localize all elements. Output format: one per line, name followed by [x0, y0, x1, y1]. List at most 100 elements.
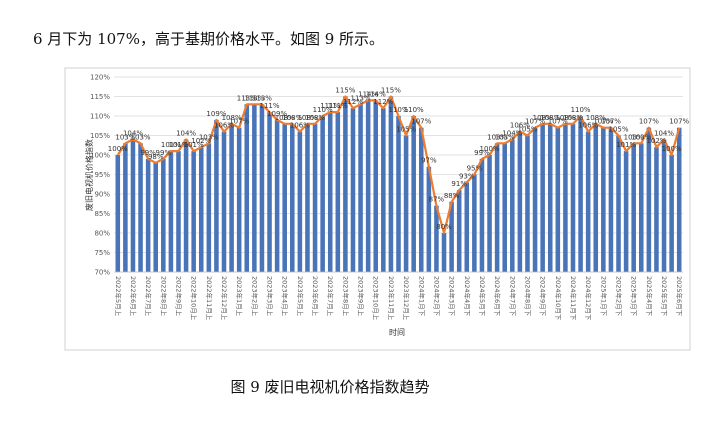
- y-tick-label: 90%: [94, 191, 110, 199]
- data-label: 106%: [290, 122, 310, 130]
- bar: [267, 112, 272, 272]
- data-label: 112%: [343, 98, 363, 106]
- bar: [525, 135, 530, 272]
- data-label: 99%: [156, 149, 172, 157]
- data-label: 104%: [502, 129, 522, 137]
- data-label: 88%: [444, 192, 460, 200]
- data-label: 104%: [654, 129, 674, 137]
- bar: [161, 158, 166, 272]
- data-label: 113%: [244, 94, 264, 102]
- x-tick-label: 2025年4月下: [645, 276, 654, 317]
- bar: [282, 123, 287, 272]
- y-tick-label: 75%: [94, 249, 110, 257]
- bar: [176, 151, 181, 272]
- x-tick-label: 2023年3月上: [266, 276, 275, 317]
- x-tick-label: 2022年10月上: [190, 276, 199, 321]
- data-label: 107%: [229, 118, 249, 126]
- x-axis-title: 时间: [389, 327, 405, 337]
- x-tick-label: 2022年6月上: [129, 276, 138, 317]
- bar: [456, 190, 462, 272]
- x-tick-label: 2024年1月下: [417, 276, 426, 317]
- bar: [388, 96, 394, 272]
- x-tick-label: 2023年9月上: [357, 276, 366, 317]
- bar: [130, 139, 136, 272]
- data-label: 105%: [396, 126, 416, 134]
- bar: [464, 182, 470, 272]
- data-label: 112%: [373, 98, 393, 106]
- bar: [411, 116, 416, 272]
- data-label: 103%: [624, 133, 644, 141]
- bar: [578, 116, 583, 272]
- x-tick-label: 2024年7月下: [508, 276, 517, 317]
- bar: [510, 139, 515, 272]
- x-tick-label: 2025年2月下: [615, 276, 624, 317]
- data-label: 111%: [328, 102, 348, 110]
- bar: [327, 112, 333, 272]
- bar: [123, 143, 128, 272]
- data-label: 115%: [335, 87, 355, 95]
- bar: [669, 155, 674, 272]
- bar: [547, 123, 553, 272]
- bar: [214, 119, 219, 273]
- x-tick-label: 2024年6月下: [493, 276, 502, 317]
- data-label: 110%: [388, 106, 408, 114]
- bar: [646, 127, 652, 272]
- x-tick-label: 2025年3月下: [630, 276, 639, 317]
- data-label: 95%: [467, 165, 483, 173]
- data-label: 100%: [662, 145, 682, 153]
- data-label: 103%: [131, 133, 151, 141]
- data-label: 101%: [168, 141, 188, 149]
- x-tick-label: 2023年4月上: [281, 276, 290, 317]
- x-tick-label: 2024年2月下: [432, 276, 441, 317]
- bar: [449, 201, 454, 272]
- data-label: 108%: [297, 114, 317, 122]
- data-label: 107%: [593, 118, 613, 126]
- x-tick-label: 2022年5月上: [114, 276, 123, 317]
- bar: [555, 127, 561, 272]
- data-label: 99%: [474, 149, 490, 157]
- bar: [236, 127, 242, 272]
- data-label: 114%: [358, 90, 378, 98]
- bar: [570, 123, 576, 272]
- bar: [274, 119, 280, 273]
- bar: [244, 104, 250, 272]
- bar: [676, 127, 682, 272]
- x-tick-label: 2023年1月上: [235, 276, 244, 317]
- bar: [358, 104, 363, 272]
- data-label: 108%: [222, 114, 242, 122]
- bar: [623, 151, 629, 272]
- y-tick-label: 85%: [94, 210, 110, 218]
- data-label: 109%: [206, 110, 226, 118]
- data-label: 100%: [108, 145, 128, 153]
- bar: [183, 139, 189, 272]
- data-label: 115%: [381, 87, 401, 95]
- data-label: 103%: [487, 133, 507, 141]
- bar: [479, 158, 485, 272]
- x-tick-label: 2025年5月下: [660, 276, 669, 317]
- bar: [396, 116, 401, 272]
- x-tick-label: 2025年1月下: [599, 276, 608, 317]
- bar: [654, 147, 659, 272]
- data-label: 107%: [639, 118, 659, 126]
- x-tick-label: 2023年12月上: [402, 276, 411, 321]
- data-label: 108%: [540, 114, 560, 122]
- bar: [305, 123, 310, 272]
- x-tick-label: 2024年3月下: [448, 276, 457, 317]
- data-label: 113%: [351, 94, 371, 102]
- data-label: 111%: [260, 102, 280, 110]
- bar: [418, 127, 424, 272]
- paragraph: 6 月下为 107%，高于基期价格水平。如图 9 所示。: [33, 30, 385, 48]
- x-tick-label: 2024年11月下: [569, 276, 578, 321]
- bar: [138, 143, 143, 272]
- data-label: 106%: [578, 122, 598, 130]
- data-label: 99%: [140, 149, 156, 157]
- y-tick-label: 100%: [90, 152, 110, 160]
- bar: [343, 96, 348, 272]
- x-tick-label: 2025年6月下: [675, 276, 684, 317]
- bar: [350, 108, 356, 272]
- bar: [403, 135, 409, 272]
- bar: [638, 143, 644, 272]
- x-tick-label: 2022年12月上: [220, 276, 229, 321]
